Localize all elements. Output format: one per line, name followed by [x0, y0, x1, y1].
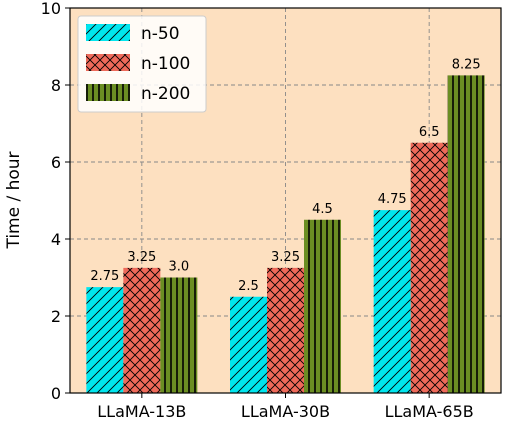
- bar-n-200: [304, 219, 341, 393]
- legend-swatch-n-100: [86, 54, 130, 71]
- data-label: 2.5: [238, 279, 259, 294]
- bar-n-50: [86, 287, 124, 393]
- y-tick-label: 4: [51, 230, 61, 249]
- legend-label: n-200: [141, 84, 190, 104]
- y-tick-label: 0: [51, 384, 61, 403]
- y-tick-label: 8: [51, 76, 61, 95]
- legend-label: n-50: [141, 24, 180, 44]
- data-label: 8.25: [452, 57, 481, 72]
- data-label: 4.5: [312, 202, 333, 217]
- bar-n-100: [410, 142, 448, 393]
- y-tick-label: 10: [41, 0, 61, 18]
- y-axis: 0 2 4 6 8 10: [41, 0, 70, 403]
- legend-swatch-n-200: [86, 84, 130, 101]
- data-label: 3.25: [127, 250, 156, 265]
- legend: n-50 n-100 n-200: [77, 15, 207, 113]
- data-label: 4.75: [378, 192, 407, 207]
- bar-n-50: [230, 296, 267, 393]
- data-label: 2.75: [90, 269, 119, 284]
- x-tick-label: LLaMA-30B: [241, 402, 330, 421]
- data-label: 6.5: [419, 125, 440, 140]
- y-tick-label: 2: [51, 307, 61, 326]
- bars: [86, 75, 485, 393]
- bar-n-100: [123, 267, 161, 393]
- data-label: 3.0: [168, 260, 189, 275]
- bar-n-200: [160, 277, 198, 393]
- bar-n-100: [267, 267, 304, 393]
- y-axis-label: Time / hour: [4, 151, 24, 249]
- x-tick-label: LLaMA-13B: [97, 402, 186, 421]
- x-axis: LLaMA-13B LLaMA-30B LLaMA-65B: [97, 393, 474, 421]
- legend-swatch-n-50: [86, 24, 130, 41]
- data-label: 3.25: [271, 250, 300, 265]
- x-tick-label: LLaMA-65B: [385, 402, 474, 421]
- legend-label: n-100: [141, 54, 190, 74]
- bar-n-50: [373, 210, 411, 393]
- y-tick-label: 6: [51, 153, 61, 172]
- data-labels: 2.75 2.5 4.75 3.25 3.25 6.5 3.0 4.5 8.25: [90, 57, 480, 293]
- bar-n-200: [447, 75, 485, 393]
